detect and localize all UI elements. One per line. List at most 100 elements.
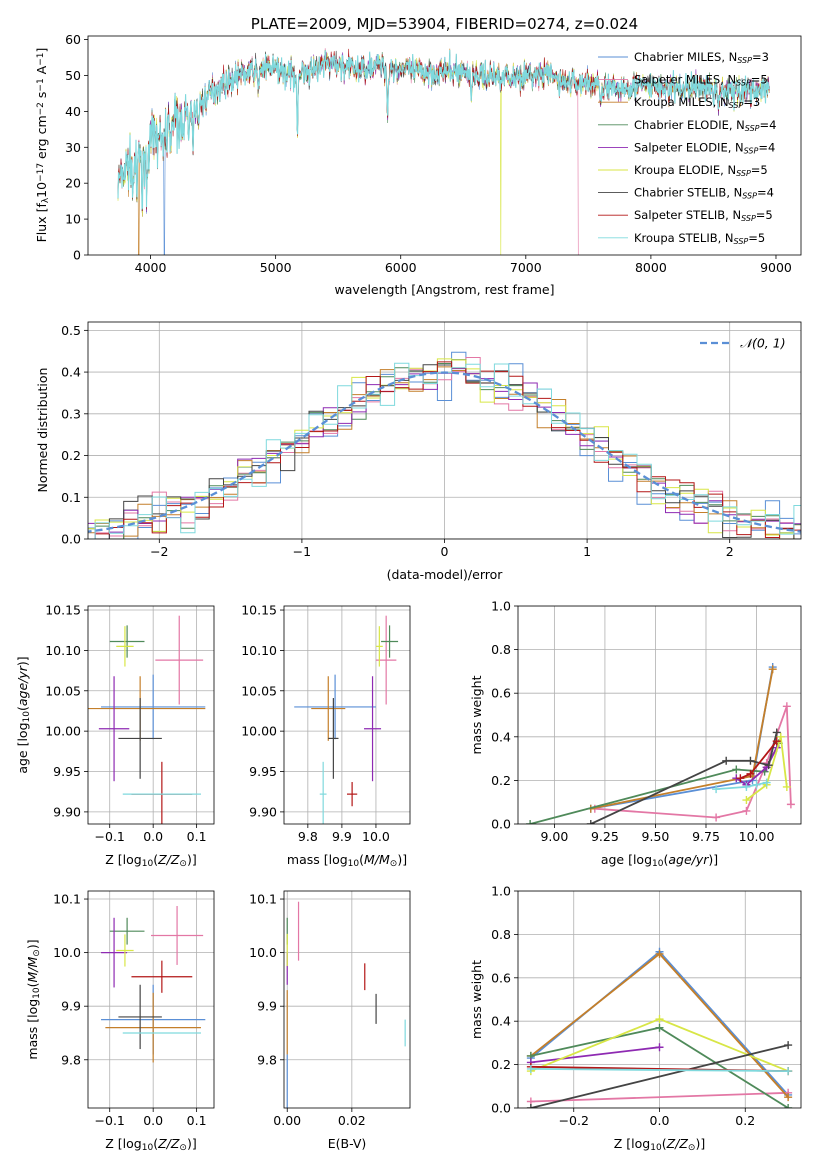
plot-area-mass_vs_Z <box>88 891 214 1108</box>
x-axis-label: mass [log10(M/M⊙)] <box>287 852 407 869</box>
weight-marker <box>772 728 781 737</box>
weight-marker <box>768 665 777 674</box>
weight-line <box>735 747 778 786</box>
axes-frame <box>87 890 215 1109</box>
x-tick-label: 0.0 <box>143 1113 163 1128</box>
y-tick-label: 0.2 <box>491 1057 511 1072</box>
y-tick-label: 10.0 <box>249 945 277 960</box>
y-tick-label: 9.9 <box>257 999 277 1014</box>
x-tick-label: 9.75 <box>692 829 720 844</box>
spectrum-line <box>117 49 770 210</box>
weight-line <box>530 1091 789 1103</box>
x-axis-label: E(B-V) <box>328 1136 367 1151</box>
weight-marker <box>655 1043 664 1052</box>
figure-title: PLATE=2009, MJD=53904, FIBERID=0274, z=0… <box>251 15 638 33</box>
y-axis-label: age [log10(age/yr)] <box>15 656 32 773</box>
y-tick-label: 0.2 <box>61 448 81 463</box>
weight-marker <box>586 820 595 824</box>
x-tick-label: 8000 <box>635 260 667 275</box>
axes-age_vs_Z: −0.1 0.0 0.1 9.90 9.95 10.00 10.05 10.10 10.15 Z … <box>15 603 215 869</box>
legend-entry: Kroupa ELODIE, NSSP=5 <box>634 163 768 178</box>
weight-marker <box>784 1041 793 1050</box>
weight-line <box>530 1044 789 1108</box>
axes-frame <box>517 605 802 825</box>
axes-frame <box>283 605 411 825</box>
axes-frame <box>87 605 215 825</box>
histogram-step <box>88 361 801 539</box>
y-tick-label: 10 <box>65 212 81 227</box>
weight-line <box>716 781 767 790</box>
x-axis-label: Z [log10(Z/Z⊙)] <box>614 1136 705 1153</box>
x-tick-label: 0.0 <box>143 829 163 844</box>
y-axis-label: Flux [fλ10−17 erg cm−2 s−1 A−1] <box>34 48 51 243</box>
y-tick-label: 0.4 <box>61 365 81 380</box>
y-tick-label: 10.00 <box>45 724 81 739</box>
axes-weight_vs_age: 9.00 9.25 9.50 9.75 10.00 0.0 0.2 0.4 0.6 0.8 1.0 a… <box>469 599 802 869</box>
axes-weight_vs_Z: −0.2 0.0 0.2 0.0 0.2 0.4 0.6 0.8 1.0 Z [log10(Z/Z… <box>469 884 802 1153</box>
plot-area-age_vs_mass <box>284 606 410 824</box>
weight-marker <box>776 732 785 741</box>
y-tick-label: 0.8 <box>491 642 511 657</box>
axes-frame <box>87 321 802 540</box>
y-tick-label: 10.1 <box>249 892 277 907</box>
x-tick-label: 0.0 <box>650 1113 670 1128</box>
y-tick-label: 40 <box>65 104 81 119</box>
x-tick-label: 0.00 <box>273 1113 301 1128</box>
x-tick-label: 4000 <box>135 260 167 275</box>
weight-marker <box>732 765 741 774</box>
y-tick-label: 10.1 <box>53 892 81 907</box>
x-tick-label: 5000 <box>260 260 292 275</box>
weight-marker <box>655 1015 664 1024</box>
y-axis-label: mass weight <box>469 675 484 754</box>
y-tick-label: 50 <box>65 68 81 83</box>
plot-area-spectrum <box>117 48 770 255</box>
legend-entry: Salpeter ELODIE, NSSP=4 <box>634 140 775 155</box>
x-tick-label: −0.1 <box>95 829 125 844</box>
legend-entry: Salpeter MILES, NSSP=5 <box>634 73 768 88</box>
legend: Chabrier MILES, NSSP=3 Salpeter MILES, NS… <box>598 50 776 246</box>
y-tick-label: 10.10 <box>241 643 277 658</box>
weight-marker <box>655 949 664 958</box>
weight-marker <box>736 774 745 783</box>
legend-entry: 𝒩(0, 1) <box>740 336 786 351</box>
weight-marker <box>762 778 771 787</box>
x-tick-label: 10.0 <box>362 829 390 844</box>
axes-spectrum: 4000 5000 6000 7000 8000 9000 0 10 20 30 40 50 60 wav… <box>34 32 802 297</box>
x-tick-label: 2 <box>726 544 734 559</box>
weight-marker <box>526 1064 535 1073</box>
y-tick-label: 0.3 <box>61 406 81 421</box>
x-tick-label: 6000 <box>385 260 417 275</box>
x-tick-label: 0.1 <box>187 829 207 844</box>
x-tick-label: 9.8 <box>298 829 318 844</box>
y-tick-label: 9.95 <box>53 764 81 779</box>
x-tick-label: 0 <box>441 544 449 559</box>
weight-marker <box>655 1023 664 1032</box>
y-tick-label: 0.0 <box>491 1101 511 1116</box>
y-tick-label: 9.8 <box>257 1052 277 1067</box>
y-tick-label: 0.6 <box>491 686 511 701</box>
y-tick-label: 20 <box>65 176 81 191</box>
y-tick-label: 0.0 <box>61 532 81 547</box>
plot-area-residuals <box>88 322 801 539</box>
plot-area-mass_vs_ebv <box>284 891 410 1108</box>
y-tick-label: 10.0 <box>53 945 81 960</box>
weight-line <box>530 1046 660 1064</box>
weight-marker <box>782 702 791 711</box>
y-tick-label: 10.10 <box>45 643 81 658</box>
y-axis-label: Normed distribution <box>35 368 50 493</box>
x-tick-label: 9.00 <box>540 829 568 844</box>
legend-entry: Chabrier ELODIE, NSSP=4 <box>634 118 776 133</box>
weight-marker <box>746 769 755 778</box>
y-tick-label: 10.15 <box>241 603 277 618</box>
weight-marker <box>784 1067 793 1076</box>
x-axis-label: (data-model)/error <box>387 567 504 582</box>
x-tick-label: 0.1 <box>187 1113 207 1128</box>
axes-age_vs_mass: 9.8 9.9 10.0 9.90 9.95 10.00 10.05 10.10 10.15 ma… <box>241 603 411 869</box>
y-tick-label: 30 <box>65 140 81 155</box>
x-tick-label: −0.1 <box>95 1113 125 1128</box>
y-axis-label: mass weight <box>469 960 484 1039</box>
x-tick-label: 9.50 <box>642 829 670 844</box>
histogram-step <box>88 366 801 539</box>
weight-marker <box>786 800 795 809</box>
weight-marker <box>784 1104 793 1108</box>
